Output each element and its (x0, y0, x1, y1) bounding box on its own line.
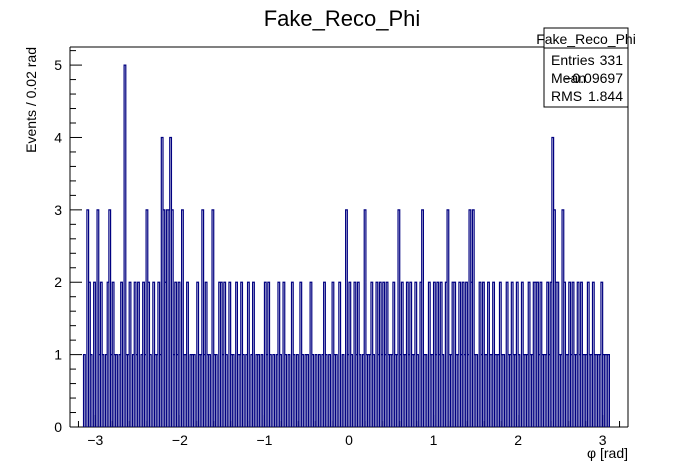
x-tick-label: 2 (514, 432, 522, 448)
y-tick-label: 5 (54, 57, 62, 73)
x-tick-label: −2 (172, 432, 188, 448)
y-tick-label: 2 (54, 274, 62, 290)
x-tick-label: 0 (345, 432, 353, 448)
x-tick-label: 1 (430, 432, 438, 448)
stats-entries-value: 331 (600, 52, 624, 68)
y-tick-label: 3 (54, 202, 62, 218)
y-tick-label: 0 (54, 419, 62, 435)
stats-box-title: Fake_Reco_Phi (536, 31, 636, 47)
stats-box: Fake_Reco_Phi Entries 331 Mean −0.09697 … (536, 27, 636, 108)
y-tick-label: 1 (54, 347, 62, 363)
stats-rms-value: 1.844 (588, 88, 623, 104)
stats-rms-label: RMS (551, 88, 582, 104)
x-tick-label: −1 (256, 432, 272, 448)
y-tick-label: 4 (54, 129, 62, 145)
x-tick-label: −3 (87, 432, 103, 448)
x-axis-label: φ [rad] (587, 445, 628, 461)
x-tick-label: 3 (599, 432, 607, 448)
stats-mean-label: Mean (551, 70, 586, 86)
stats-mean-value: −0.09697 (564, 70, 623, 86)
stats-box-frame (543, 27, 629, 108)
y-axis: 0 1 2 3 4 5 (54, 50, 82, 435)
y-axis-label: Events / 0.02 rad (23, 47, 39, 153)
chart-title: Fake_Reco_Phi (264, 6, 421, 31)
stats-entries-label: Entries (551, 52, 595, 68)
histogram-outline (82, 64, 610, 427)
